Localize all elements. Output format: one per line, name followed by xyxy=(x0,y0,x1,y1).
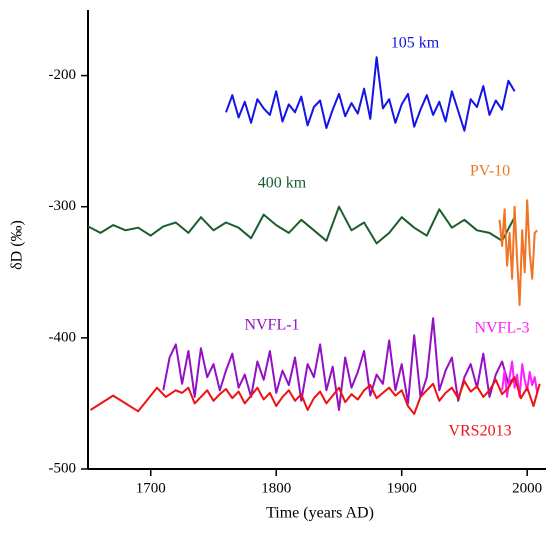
y-tick-label: -200 xyxy=(49,67,77,83)
series-label: 400 km xyxy=(258,175,307,192)
x-tick-label: 1700 xyxy=(136,480,166,496)
series-line xyxy=(87,205,516,245)
y-axis-label: δD (‰) xyxy=(9,220,26,270)
y-tick-label: -300 xyxy=(49,198,77,214)
x-axis-label: Time (years AD) xyxy=(266,505,374,522)
x-tick-label: 2000 xyxy=(512,480,542,496)
series-line xyxy=(162,317,516,411)
x-tick-label: 1900 xyxy=(387,480,417,496)
y-tick-label: -500 xyxy=(49,460,77,476)
x-tick-label: 1800 xyxy=(261,480,291,496)
series-label: VRS2013 xyxy=(448,423,511,440)
series-label: 105 km xyxy=(391,35,440,52)
y-tick-label: -400 xyxy=(49,329,77,345)
series-line xyxy=(498,199,538,307)
series-line xyxy=(225,56,516,132)
series-line xyxy=(89,376,541,415)
series-label: NVFL-3 xyxy=(474,320,529,337)
series-label: NVFL-1 xyxy=(244,317,299,334)
series-label: PV-10 xyxy=(470,163,510,180)
